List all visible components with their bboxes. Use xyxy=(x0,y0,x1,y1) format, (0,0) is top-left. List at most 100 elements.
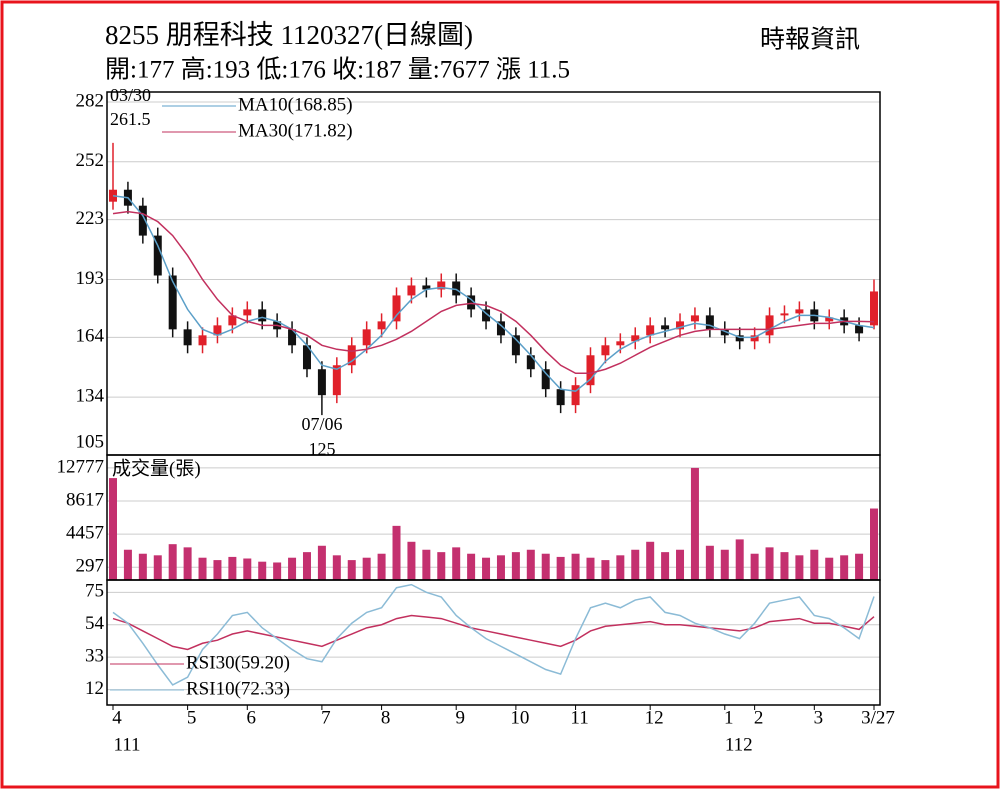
candle-body xyxy=(377,321,386,330)
candle-body xyxy=(422,285,431,290)
candle-body xyxy=(780,313,789,316)
volume-bar xyxy=(258,561,267,580)
y-tick-label: 75 xyxy=(85,581,104,602)
volume-bar xyxy=(765,547,774,580)
candle-body xyxy=(720,329,729,336)
volume-bar xyxy=(452,547,461,580)
volume-bar xyxy=(571,553,580,580)
candle-body xyxy=(676,321,685,330)
x-tick-label: 2 xyxy=(754,707,764,728)
volume-bar xyxy=(153,555,162,580)
y-tick-label: 252 xyxy=(76,150,105,171)
series-line xyxy=(112,614,875,651)
x-year-label: 112 xyxy=(725,734,753,755)
legend-label: MA30(171.82) xyxy=(238,120,353,141)
panel-frame xyxy=(106,579,881,706)
y-tick-label: 134 xyxy=(76,386,105,407)
volume-bar xyxy=(347,560,356,580)
series-line xyxy=(112,583,875,686)
candle-body xyxy=(616,341,625,346)
candle-body xyxy=(437,281,446,290)
annotation: 125 xyxy=(309,439,336,459)
x-tick-label: 8 xyxy=(381,707,391,728)
candle-body xyxy=(705,315,714,330)
legend-label: RSI30(59.20) xyxy=(186,652,290,673)
volume-bar xyxy=(750,553,759,580)
x-tick-label: 7 xyxy=(321,707,331,728)
x-tick-label: 6 xyxy=(247,707,257,728)
x-tick-label: 1 xyxy=(724,707,734,728)
candle-body xyxy=(855,325,864,334)
source: 時報資訊 xyxy=(760,26,860,54)
candle-body xyxy=(452,281,461,296)
candle-body xyxy=(467,295,476,310)
legend-label: RSI10(72.33) xyxy=(186,678,290,699)
x-tick-label: 11 xyxy=(570,707,588,728)
y-tick-label: 4457 xyxy=(66,523,104,544)
x-tick-label: 5 xyxy=(187,707,197,728)
volume-bar xyxy=(392,525,401,580)
y-tick-label: 282 xyxy=(76,90,105,111)
x-year-label: 111 xyxy=(113,734,140,755)
volume-bar xyxy=(676,549,685,580)
volume-bar xyxy=(870,508,878,580)
y-tick-label: 12 xyxy=(85,678,104,699)
volume-bar xyxy=(302,552,311,580)
volume-bar xyxy=(422,549,431,580)
volume-bar xyxy=(362,557,371,580)
candle-body xyxy=(795,309,804,314)
volume-bar xyxy=(407,541,416,580)
volume-bar xyxy=(855,553,864,580)
y-tick-label: 12777 xyxy=(57,456,105,477)
volume-bar xyxy=(601,560,610,580)
volume-bar xyxy=(123,549,132,580)
x-tick-label: 10 xyxy=(510,707,529,728)
candle-body xyxy=(496,321,505,336)
legend-label: MA10(168.85) xyxy=(238,94,353,115)
candle-body xyxy=(153,235,162,276)
volume-bar xyxy=(705,545,714,580)
volume-bar xyxy=(482,557,491,580)
candle-body xyxy=(482,309,491,322)
volume-bar xyxy=(526,549,535,580)
annotation: 261.5 xyxy=(110,109,151,129)
volume-bar xyxy=(288,557,297,580)
candle-body xyxy=(511,335,520,356)
volume-bar xyxy=(273,562,282,580)
volume-bar xyxy=(825,557,834,580)
candle-body xyxy=(362,329,371,346)
y-tick-label: 297 xyxy=(76,556,105,577)
panel-frame xyxy=(106,454,881,581)
candle-body xyxy=(750,335,759,342)
volume-bar xyxy=(168,544,177,580)
volume-bar xyxy=(616,555,625,580)
candle-body xyxy=(556,389,565,406)
annotation: 07/06 xyxy=(301,414,342,434)
candle-body xyxy=(228,315,237,326)
x-tick-label: 9 xyxy=(455,707,465,728)
candle-body xyxy=(138,205,147,236)
volume-bar xyxy=(735,539,744,580)
series-line xyxy=(112,194,875,392)
candle-body xyxy=(765,315,774,336)
candle-body xyxy=(198,335,207,346)
volume-bar xyxy=(661,552,670,580)
volume-bar xyxy=(198,557,207,580)
volume-bar xyxy=(631,549,640,580)
candle-body xyxy=(392,295,401,322)
volume-bar xyxy=(467,553,476,580)
volume-bar xyxy=(690,467,699,580)
y-tick-label: 164 xyxy=(76,326,105,347)
x-tick-label: 3/27 xyxy=(861,707,895,728)
candle-body xyxy=(302,345,311,370)
volume-bar xyxy=(780,552,789,580)
volume-bar xyxy=(377,553,386,580)
candle-body xyxy=(646,325,655,336)
chart-subtitle: 開:177 高:193 低:176 收:187 量:7677 漲 11.5 xyxy=(105,56,570,84)
candle-body xyxy=(317,369,326,396)
candle-body xyxy=(347,345,356,366)
candle-body xyxy=(526,355,535,370)
y-tick-label: 223 xyxy=(76,208,105,229)
